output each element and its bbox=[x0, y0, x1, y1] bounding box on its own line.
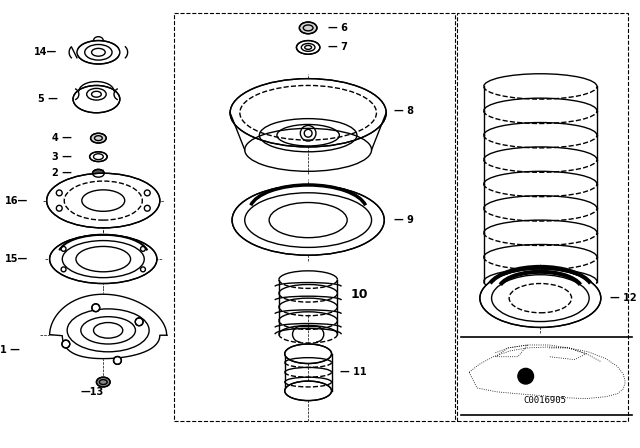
Text: 3 —: 3 — bbox=[52, 152, 72, 162]
Ellipse shape bbox=[50, 235, 157, 284]
Circle shape bbox=[135, 318, 143, 326]
Polygon shape bbox=[120, 47, 127, 58]
Text: — 8: — 8 bbox=[394, 106, 414, 116]
Ellipse shape bbox=[480, 269, 601, 327]
Ellipse shape bbox=[285, 344, 332, 363]
Ellipse shape bbox=[73, 86, 120, 113]
Circle shape bbox=[62, 340, 70, 348]
Ellipse shape bbox=[90, 152, 107, 162]
Text: 16—: 16— bbox=[5, 196, 28, 206]
Text: —13: —13 bbox=[81, 387, 104, 397]
Circle shape bbox=[113, 357, 122, 364]
Circle shape bbox=[518, 368, 534, 384]
Text: 1 —: 1 — bbox=[1, 345, 20, 355]
Text: 14—: 14— bbox=[34, 47, 58, 57]
Text: 15—: 15— bbox=[5, 254, 28, 264]
Text: 5 —: 5 — bbox=[38, 94, 58, 104]
Ellipse shape bbox=[232, 185, 384, 255]
Ellipse shape bbox=[285, 381, 332, 401]
Bar bbox=[458, 13, 628, 421]
Bar bbox=[175, 13, 456, 421]
Ellipse shape bbox=[47, 173, 160, 228]
Text: — 6: — 6 bbox=[328, 23, 348, 33]
Ellipse shape bbox=[77, 41, 120, 64]
Text: — 9: — 9 bbox=[394, 215, 414, 225]
Ellipse shape bbox=[93, 169, 104, 177]
Polygon shape bbox=[69, 47, 77, 58]
Ellipse shape bbox=[230, 79, 386, 147]
Text: C0016905: C0016905 bbox=[524, 396, 567, 405]
Text: 10: 10 bbox=[350, 288, 367, 301]
Circle shape bbox=[92, 304, 100, 312]
Text: 4 —: 4 — bbox=[52, 133, 72, 143]
Text: 2 —: 2 — bbox=[52, 168, 72, 178]
Ellipse shape bbox=[91, 133, 106, 143]
Ellipse shape bbox=[296, 41, 320, 54]
Text: — 12: — 12 bbox=[610, 293, 636, 303]
Ellipse shape bbox=[300, 22, 317, 34]
Ellipse shape bbox=[97, 377, 110, 387]
Text: — 7: — 7 bbox=[328, 43, 348, 52]
Polygon shape bbox=[50, 294, 166, 359]
Text: — 11: — 11 bbox=[340, 367, 367, 377]
